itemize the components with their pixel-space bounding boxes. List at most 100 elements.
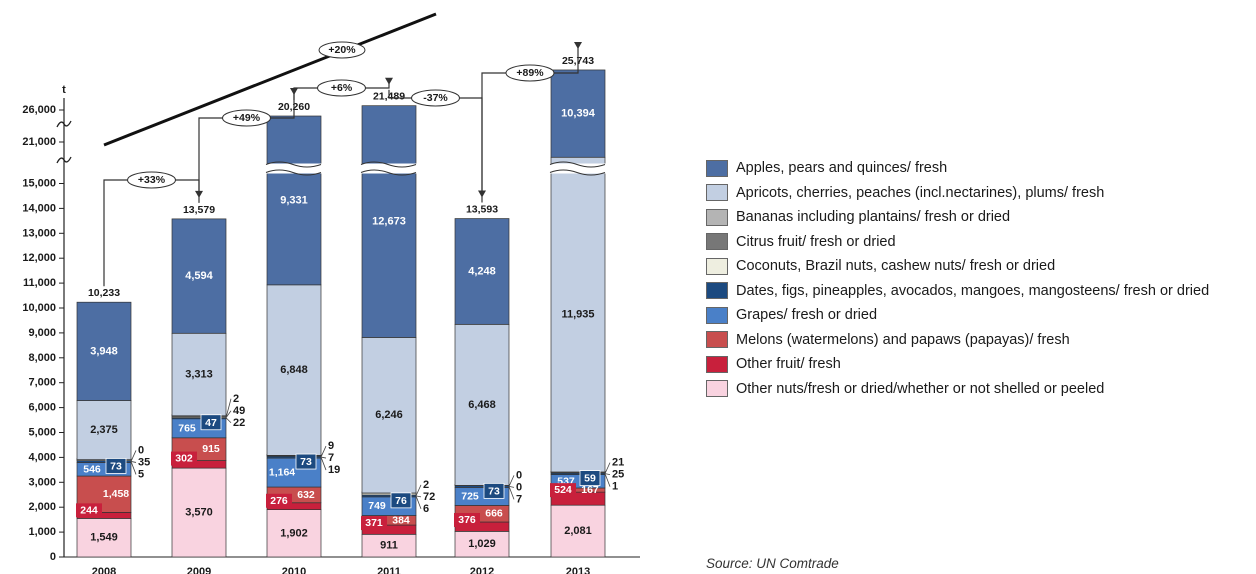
data-label-apricots: 6,468 (468, 399, 496, 411)
data-label-grapes: 1,164 (269, 467, 295, 479)
data-label-dates: 76 (395, 495, 407, 507)
leader-line (320, 445, 327, 458)
leader-line (604, 473, 611, 487)
bar-break-gap (361, 163, 417, 174)
overall-change-label: +20% (328, 44, 356, 56)
data-label-other-fruit: 371 (365, 517, 383, 529)
data-label-melons: 1,458 (103, 488, 129, 500)
leader-line (415, 495, 422, 510)
data-label-melons: 666 (485, 508, 503, 520)
x-tick-label: 2011 (377, 566, 401, 574)
leader-line (130, 450, 137, 462)
bar-segment-apricots (76, 400, 132, 460)
y-tick-label: 15,000 (22, 178, 56, 190)
data-label-other-fruit: 376 (458, 514, 476, 526)
x-tick-label: 2009 (187, 566, 211, 574)
data-label-melons: 632 (297, 489, 315, 501)
legend-item-dates: Dates, figs, pineapples, avocados, mango… (706, 279, 1209, 304)
data-label-apples: 3,948 (90, 345, 118, 357)
data-label-other_nuts: 3,570 (185, 507, 213, 519)
data-label-grapes: 765 (178, 422, 196, 434)
bar-segment-apples (550, 69, 606, 158)
bar-break-line (265, 161, 322, 168)
data-label-citrus: 7 (516, 493, 522, 505)
legend-item-other_nuts: Other nuts/fresh or dried/whether or not… (706, 377, 1209, 402)
data-label-dates: 73 (110, 460, 122, 472)
bar-break-line (549, 169, 606, 176)
data-label-apricots: 3,313 (185, 369, 213, 381)
data-label-apples: 4,594 (185, 270, 213, 282)
data-box-other-fruit (76, 503, 102, 518)
data-label-melons: 167 (581, 484, 599, 496)
x-tick-label: 2013 (566, 566, 590, 574)
data-box-other-fruit (454, 513, 480, 528)
legend-swatch (706, 306, 728, 324)
data-label-grapes: 749 (368, 500, 386, 512)
y-tick-label: 8,000 (28, 352, 56, 364)
legend-item-bananas: Bananas including plantains/ fresh or dr… (706, 205, 1209, 230)
bar-segment-apricots (171, 332, 227, 417)
bar-segment-other_nuts (550, 504, 606, 558)
change-arrowhead (574, 41, 582, 49)
y-tick-label: 13,000 (22, 227, 56, 239)
bar-segment-other_nuts (76, 518, 132, 558)
legend-item-melons: Melons (watermelons) and papaws (papayas… (706, 328, 1209, 353)
bar-segment-other_nuts (171, 467, 227, 558)
leader-line (508, 485, 515, 488)
data-label-citrus: 5 (138, 468, 144, 480)
bar-break-line (360, 161, 417, 168)
legend-swatch (706, 208, 728, 226)
leader-line (320, 456, 327, 471)
change-label: +89% (516, 67, 544, 79)
data-label-other_nuts: 1,549 (90, 532, 118, 544)
data-label-citrus: 6 (423, 503, 429, 515)
y-tick-label: 6,000 (28, 402, 56, 414)
data-label-grapes: 725 (461, 490, 479, 502)
data-label-other_nuts: 2,081 (564, 525, 592, 537)
data-box-other-fruit (171, 451, 197, 466)
leader-line (225, 398, 232, 418)
legend-item-other_fruit: Other fruit/ fresh (706, 352, 1209, 377)
data-label-citrus: 19 (328, 464, 340, 476)
leader-line (320, 456, 327, 459)
y-tick-label: 4,000 (28, 451, 56, 463)
legend-label: Other fruit/ fresh (736, 356, 841, 373)
y-tick-label: 2,000 (28, 501, 56, 513)
data-label-coconuts: 0 (516, 481, 522, 493)
axis-break-mark (56, 120, 72, 128)
change-badge (222, 109, 271, 127)
change-label: +33% (138, 174, 166, 186)
data-label-bananas: 2 (423, 479, 429, 491)
data-box-dates (483, 482, 505, 499)
legend-swatch (706, 282, 728, 300)
change-label: +6% (331, 82, 353, 94)
data-label-bananas: 0 (516, 469, 522, 481)
leader-line (130, 461, 137, 463)
data-label-other-fruit: 276 (270, 495, 288, 507)
y-tick-label: 21,000 (22, 136, 56, 148)
data-label-melons: 915 (202, 443, 220, 455)
data-label-dates: 73 (300, 456, 312, 468)
chart-legend: Apples, pears and quinces/ fresh Apricots… (706, 156, 1209, 401)
leader-line (225, 410, 232, 418)
change-label: +49% (233, 112, 261, 124)
data-label-bananas: 21 (612, 457, 624, 469)
data-box-other-fruit (266, 493, 292, 508)
bar-segment-apricots (361, 337, 417, 494)
x-tick-label: 2010 (282, 566, 306, 574)
data-label-citrus: 1 (612, 481, 618, 493)
leader-line (604, 462, 611, 474)
y-tick-label: 9,000 (28, 327, 56, 339)
overall-change-badge (318, 41, 366, 59)
data-box-other-fruit (361, 516, 387, 531)
legend-item-coconuts: Coconuts, Brazil nuts, cashew nuts/ fres… (706, 254, 1209, 279)
data-label-coconuts: 7 (328, 452, 334, 464)
data-label-other-fruit: 244 (80, 504, 98, 516)
data-label-apricots: 6,246 (375, 409, 403, 421)
data-label-coconuts: 72 (423, 491, 435, 503)
data-label-apricots: 11,935 (561, 309, 594, 321)
data-label-other-fruit: 524 (554, 484, 572, 496)
bar-break-line (549, 161, 606, 168)
bar-total-label: 10,233 (88, 287, 120, 299)
bar-segment-apples (266, 115, 322, 286)
